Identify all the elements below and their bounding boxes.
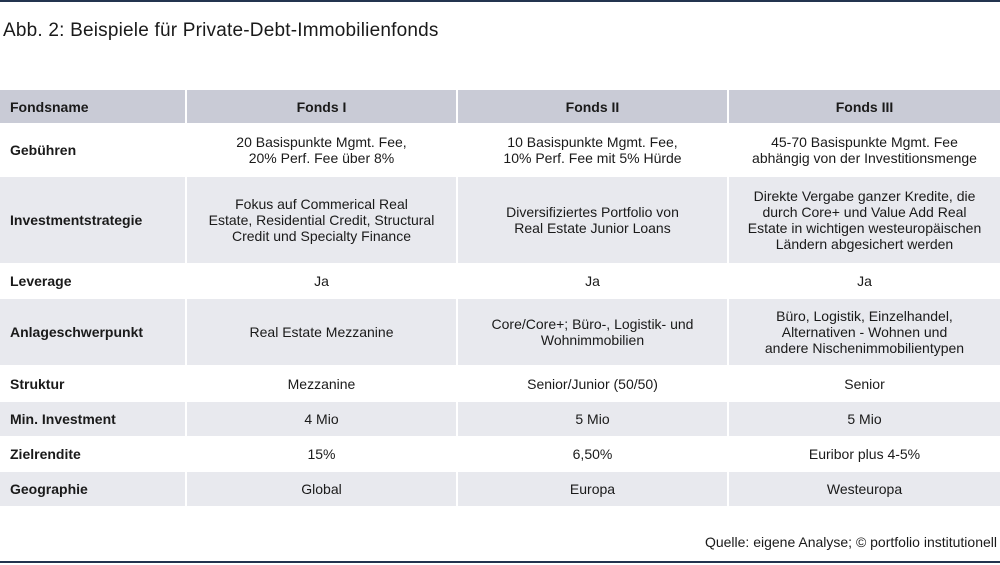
table-cell: Direkte Vergabe ganzer Kredite, die durch… — [727, 177, 1000, 263]
table-cell: Ja — [185, 263, 457, 299]
header-fonds-3: Fonds III — [727, 90, 1000, 123]
source-note: Quelle: eigene Analyse; © portfolio inst… — [704, 534, 997, 550]
table-cell: 15% — [185, 436, 457, 472]
table-row: Leverage Ja Ja Ja — [0, 263, 1000, 299]
table-cell: Senior — [727, 365, 1000, 402]
table-cell: Büro, Logistik, Einzelhandel, Alternative… — [727, 299, 1000, 365]
header-row: Fondsname Fonds I Fonds II Fonds III — [0, 90, 1000, 123]
row-label: Anlageschwerpunkt — [10, 324, 144, 340]
table-row: Geographie Global Europa Westeuropa — [0, 472, 1000, 506]
table-cell: Senior/Junior (50/50) — [456, 365, 728, 402]
table-cell: Real Estate Mezzanine — [185, 299, 457, 365]
table-cell: Mezzanine — [185, 365, 457, 402]
table-cell: Global — [185, 472, 457, 506]
table-row: Gebühren 20 Basispunkte Mgmt. Fee, 20% Pe… — [0, 123, 1000, 177]
row-label: Min. Investment — [10, 411, 116, 427]
header-fonds-1: Fonds I — [185, 90, 457, 123]
table-cell: Ja — [456, 263, 728, 299]
row-label: Gebühren — [10, 142, 77, 158]
table-row: Zielrendite 15% 6,50% Euribor plus 4-5% — [0, 436, 1000, 472]
top-rule — [0, 0, 1000, 2]
table-cell: Diversifiziertes Portfolio von Real Estat… — [456, 177, 728, 263]
row-label: Leverage — [10, 273, 72, 289]
table-cell: Fokus auf Commerical Real Estate, Residen… — [185, 177, 457, 263]
table-cell: 45-70 Basispunkte Mgmt. Fee abhängig von … — [727, 123, 1000, 177]
row-label: Struktur — [10, 375, 65, 392]
table-cell: Ja — [727, 263, 1000, 299]
row-label: Zielrendite — [10, 446, 81, 462]
bottom-rule — [0, 561, 1000, 563]
row-label: Investmentstrategie — [10, 212, 143, 228]
table-cell: 6,50% — [456, 436, 728, 472]
header-fondsname: Fondsname — [0, 90, 186, 123]
table-cell: 10 Basispunkte Mgmt. Fee, 10% Perf. Fee m… — [456, 123, 728, 177]
table-row: Anlageschwerpunkt Real Estate Mezzanine … — [0, 299, 1000, 365]
row-label: Geographie — [10, 481, 88, 497]
table-cell: 5 Mio — [727, 402, 1000, 436]
table-cell: Westeuropa — [727, 472, 1000, 506]
table-cell: 20 Basispunkte Mgmt. Fee, 20% Perf. Fee ü… — [185, 123, 457, 177]
table-row: Struktur Mezzanine Senior/Junior (50/50)… — [0, 365, 1000, 402]
table-cell: Euribor plus 4-5% — [727, 436, 1000, 472]
table-cell: 5 Mio — [456, 402, 728, 436]
table-row: Investmentstrategie Fokus auf Commerical… — [0, 177, 1000, 263]
table-cell: 4 Mio — [185, 402, 457, 436]
table-cell: Europa — [456, 472, 728, 506]
figure-title: Abb. 2: Beispiele für Private-Debt-Immob… — [3, 20, 439, 41]
header-fonds-2: Fonds II — [456, 90, 728, 123]
fund-comparison-table: Fondsname Fonds I Fonds II Fonds III Geb… — [0, 90, 1000, 506]
table-cell: Core/Core+; Büro-, Logistik- und Wohnimmo… — [456, 299, 728, 365]
table-row: Min. Investment 4 Mio 5 Mio 5 Mio — [0, 402, 1000, 436]
